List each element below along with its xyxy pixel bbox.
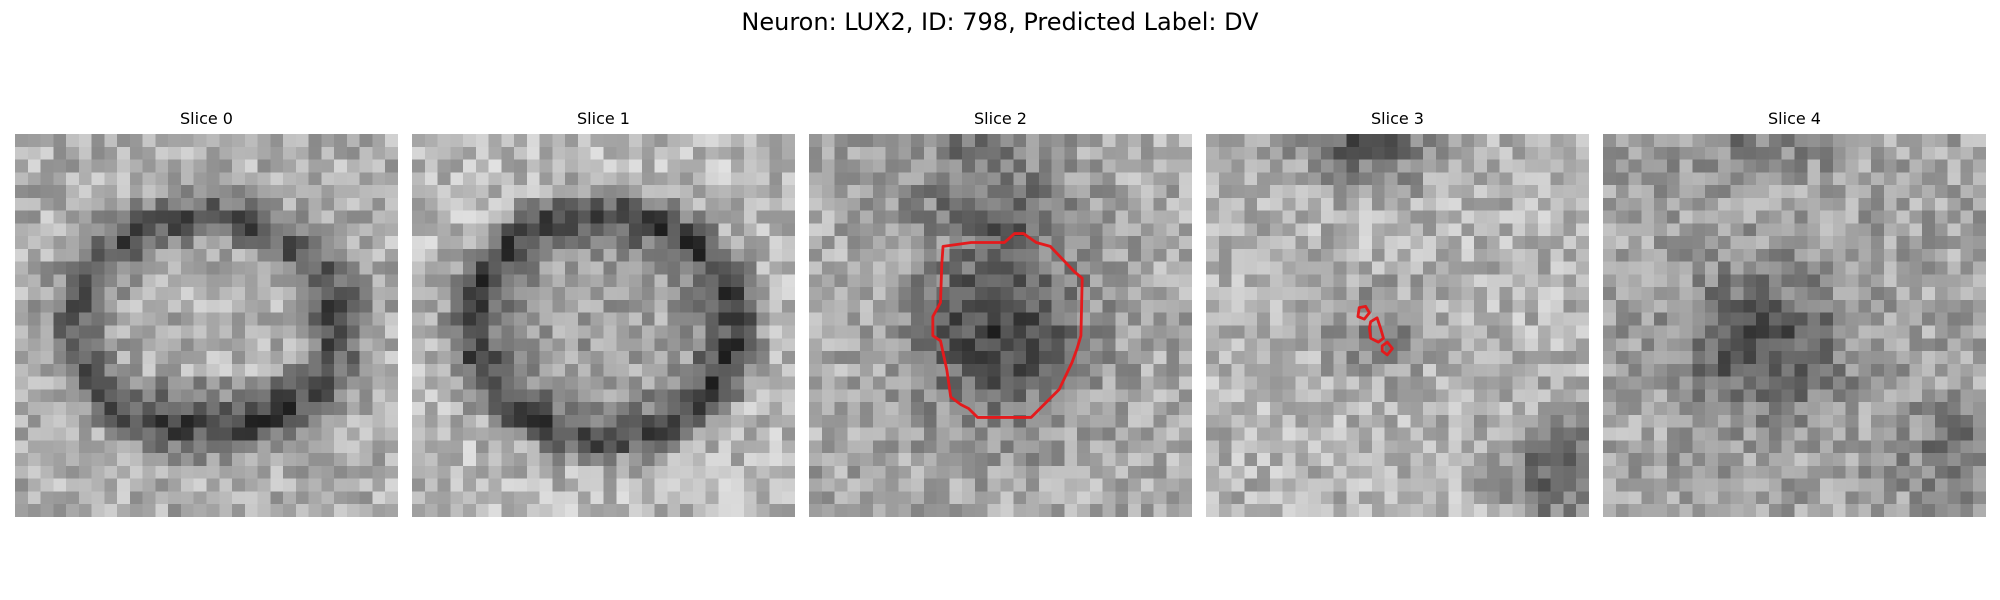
slice-image-3	[1206, 134, 1589, 517]
slice-image-0	[15, 134, 398, 517]
slice-title-2: Slice 2	[974, 109, 1027, 128]
contour-outline-3-2	[1380, 340, 1394, 357]
slice-title-3: Slice 3	[1371, 109, 1424, 128]
slice-title-1: Slice 1	[577, 109, 630, 128]
slice-image-2	[809, 134, 1192, 517]
contour-outline-2-0	[931, 232, 1084, 419]
slice-title-0: Slice 0	[180, 109, 233, 128]
contour-outline-3-0	[1356, 304, 1371, 321]
slice-title-4: Slice 4	[1768, 109, 1821, 128]
slice-image-4	[1603, 134, 1986, 517]
slice-image-1	[412, 134, 795, 517]
figure-title: Neuron: LUX2, ID: 798, Predicted Label: …	[741, 8, 1259, 36]
contour-outline-3-1	[1368, 316, 1385, 344]
